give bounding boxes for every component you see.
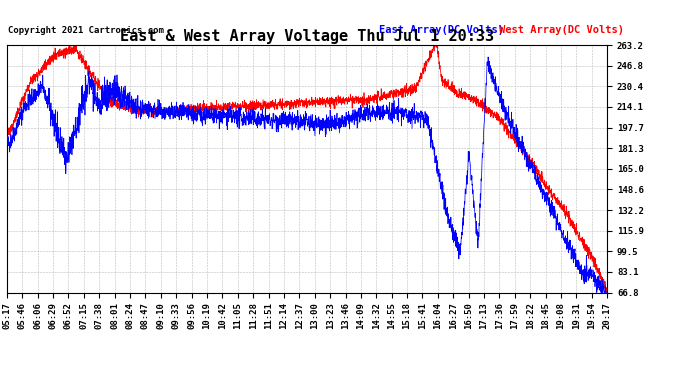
- Text: Copyright 2021 Cartronics.com: Copyright 2021 Cartronics.com: [8, 26, 164, 35]
- Text: East Array(DC Volts): East Array(DC Volts): [379, 25, 504, 35]
- Text: West Array(DC Volts): West Array(DC Volts): [499, 25, 624, 35]
- Title: East & West Array Voltage Thu Jul 1 20:33: East & West Array Voltage Thu Jul 1 20:3…: [120, 29, 494, 44]
